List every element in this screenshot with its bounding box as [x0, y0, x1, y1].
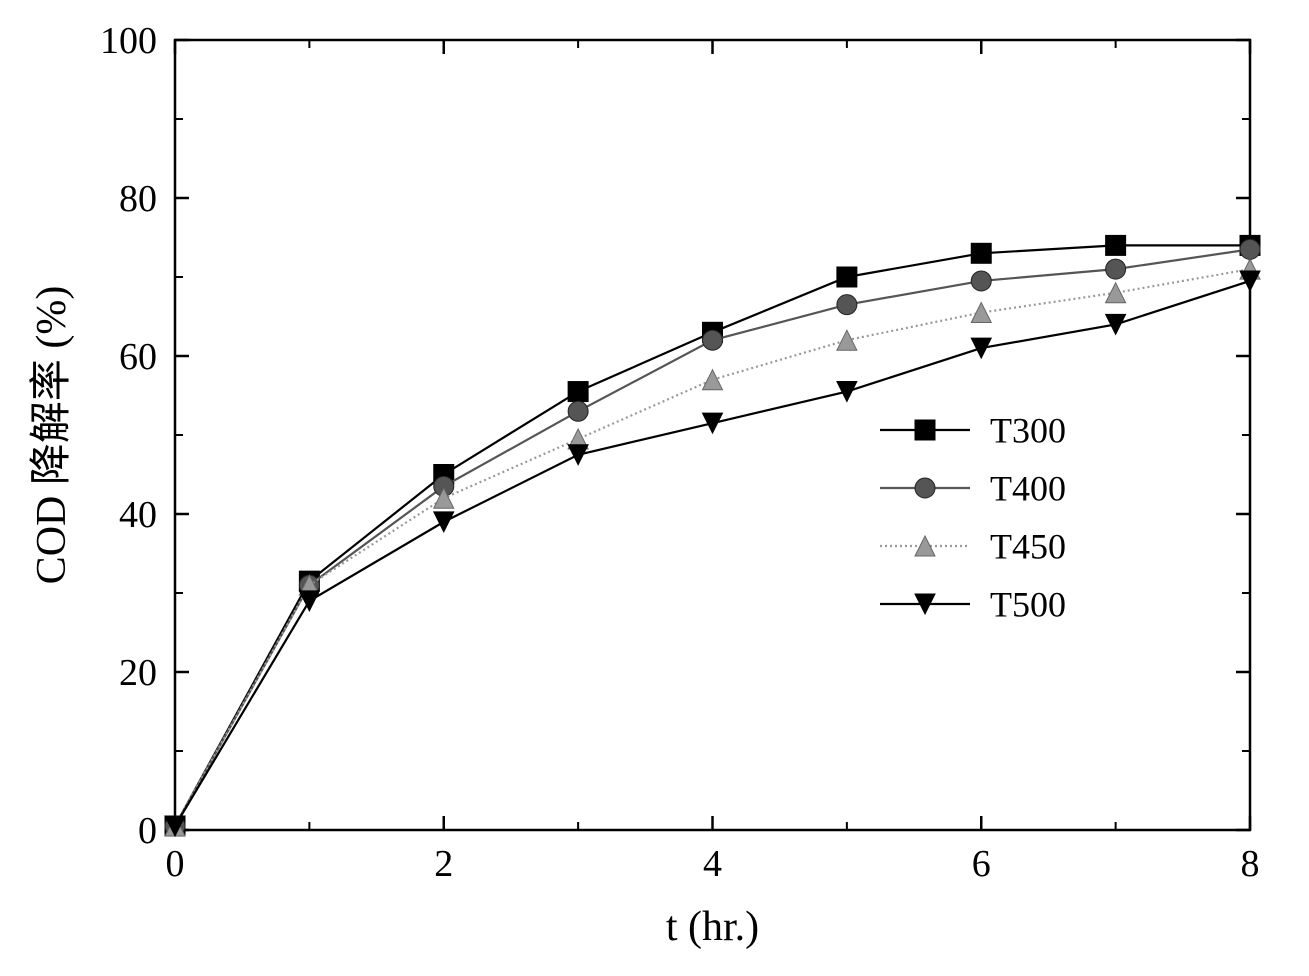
x-tick-label: 0	[166, 843, 185, 885]
y-tick-label: 0	[138, 810, 157, 852]
y-tick-label: 40	[119, 494, 157, 536]
x-axis-title: t (hr.)	[666, 904, 759, 950]
x-tick-label: 8	[1241, 843, 1260, 885]
legend-label: T300	[990, 411, 1066, 451]
x-tick-label: 6	[972, 843, 991, 885]
y-tick-label: 80	[119, 178, 157, 220]
legend-label: T400	[990, 469, 1066, 509]
y-axis-title: COD 降解率 (%)	[28, 286, 75, 585]
x-tick-label: 4	[703, 843, 722, 885]
legend-label: T450	[990, 527, 1066, 567]
y-tick-label: 20	[119, 652, 157, 694]
y-tick-label: 60	[119, 336, 157, 378]
legend-label: T500	[990, 585, 1066, 625]
y-tick-label: 100	[100, 20, 157, 62]
x-tick-label: 2	[434, 843, 453, 885]
chart-container: 02468020406080100t (hr.)COD 降解率 (%)T300T…	[0, 0, 1309, 976]
